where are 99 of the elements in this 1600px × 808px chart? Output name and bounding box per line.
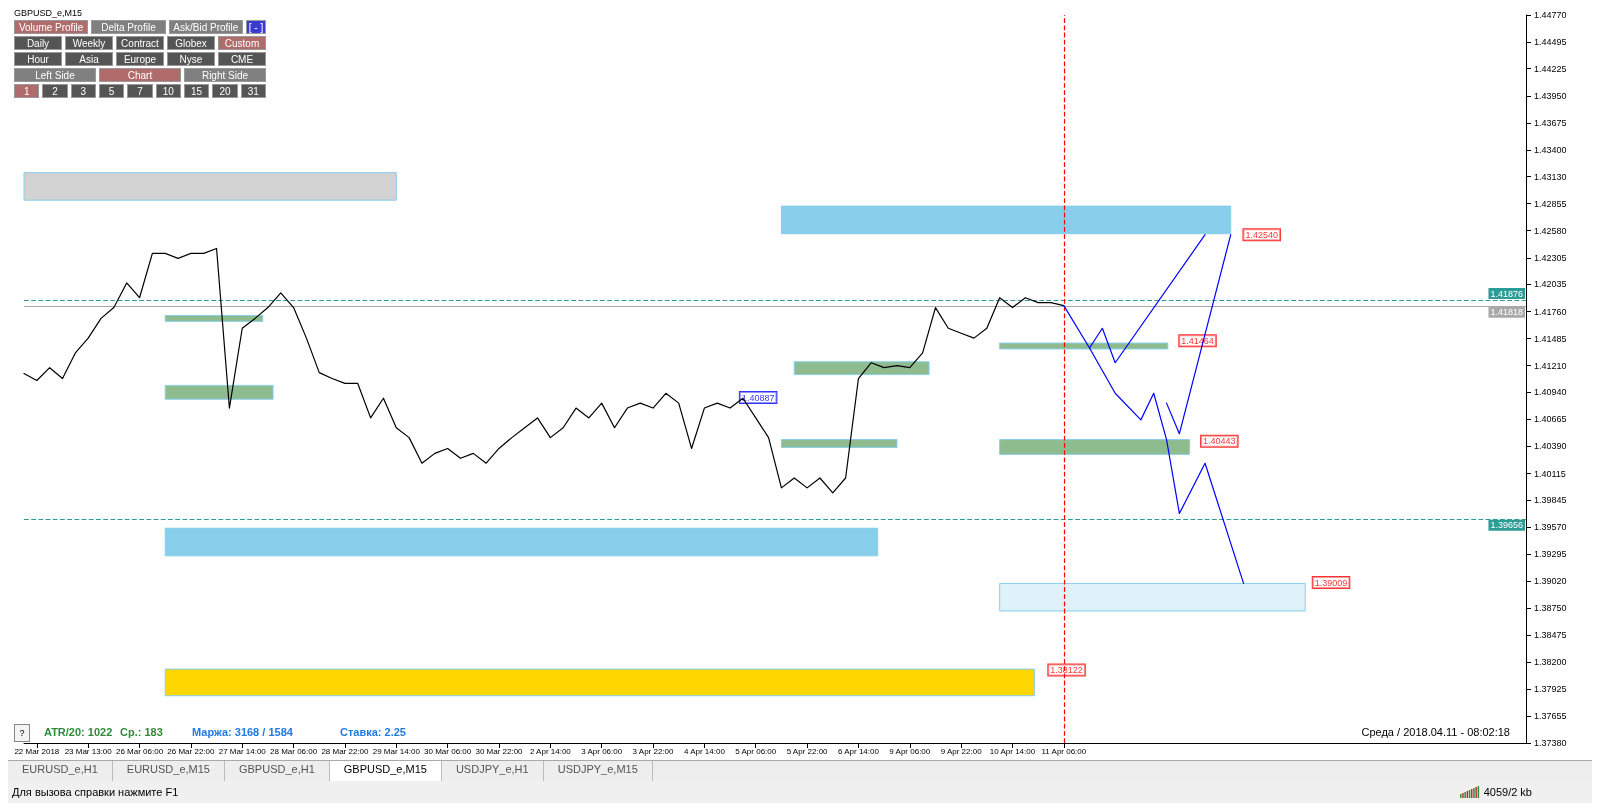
x-tick-label: 10 Apr 14:00 [989, 746, 1036, 756]
x-tick-label: 29 Mar 14:00 [372, 746, 421, 756]
annotation: 5 [98, 84, 125, 98]
y-tick-label: 1.39845 [1534, 495, 1567, 506]
annotation: 1.40443 [1203, 436, 1236, 447]
y-tick-label: 1.41485 [1534, 333, 1567, 344]
y-tick-label: 1.43130 [1534, 171, 1567, 182]
annotation: Custom [218, 36, 266, 50]
x-tick-label: 30 Mar 06:00 [424, 746, 472, 756]
x-tick-label: 28 Mar 22:00 [321, 746, 370, 756]
y-tick-label: 1.43675 [1534, 117, 1567, 128]
annotation: Ask/Bid Profile [168, 20, 243, 34]
annotation: 3 [70, 84, 96, 98]
annotation: Среда / 2018.04.11 - 08:02:18 [1361, 726, 1510, 738]
annotation: ATR/20: 1022 [44, 726, 113, 738]
x-tick-label: 9 Apr 22:00 [940, 746, 983, 756]
y-tick-label: 1.37655 [1534, 710, 1567, 721]
annotation: Asia [65, 52, 113, 66]
y-tick-label: 1.42855 [1534, 198, 1567, 209]
y-tick-label: 1.44225 [1534, 63, 1567, 74]
x-tick-label: 3 Apr 06:00 [581, 746, 623, 756]
y-tick-label: 1.39020 [1534, 576, 1567, 587]
x-tick-label: 4 Apr 14:00 [683, 746, 726, 756]
y-tick-label: 1.44495 [1534, 37, 1567, 48]
annotation: Right Side [184, 68, 266, 82]
chart-title: GBPUSD_e,M15 [14, 8, 83, 18]
text: USDJPY_e,H1 [441, 761, 544, 781]
annotation: 20 [212, 84, 238, 98]
x-tick-label: 23 Mar 13:00 [64, 746, 113, 756]
annotation: Ставка: 2.25 [340, 726, 406, 738]
text: USDJPY_e,M15 [543, 761, 653, 781]
annotation: Chart [99, 68, 181, 82]
y-tick-label: 1.38750 [1534, 603, 1567, 614]
text: EURUSD_e,H1 [8, 761, 113, 781]
y-tick-label: 1.37925 [1534, 684, 1567, 695]
x-tick-label: 22 Mar 2018 [14, 746, 60, 756]
y-tick-label: 1.38200 [1534, 657, 1567, 668]
annotation: Europe [116, 52, 164, 66]
annotation: 10 [155, 84, 181, 98]
y-tick-label: 1.41760 [1534, 306, 1567, 317]
annotation: Hour [14, 52, 62, 66]
annotation: Volume Profile [14, 20, 89, 34]
x-tick-label: 6 Apr 14:00 [837, 746, 880, 756]
annotation: Globex [167, 36, 215, 50]
y-tick-label: 1.39570 [1534, 522, 1567, 533]
x-tick-label: 5 Apr 22:00 [786, 746, 829, 756]
annotation: Daily [14, 36, 62, 50]
ref-line-label: 1.41876 [1490, 288, 1523, 299]
x-tick-label: 5 Apr 06:00 [735, 746, 777, 756]
annotation: Delta Profile [91, 20, 166, 34]
x-tick-label: 2 Apr 14:00 [529, 746, 572, 756]
annotation: CME [218, 52, 266, 66]
text: EURUSD_e,M15 [112, 761, 225, 781]
annotation: 1.40887 [741, 392, 775, 403]
annotation: Ср.: 183 [120, 726, 163, 738]
y-tick-label: 1.39295 [1534, 549, 1567, 560]
text: GBPUSD_e,H1 [224, 761, 330, 781]
y-tick-label: 1.38475 [1534, 630, 1567, 641]
y-tick-label: 1.42035 [1534, 279, 1567, 290]
y-tick-label: 1.42305 [1534, 252, 1567, 263]
x-tick-label: 27 Mar 14:00 [218, 746, 267, 756]
annotation: 7 [127, 84, 153, 98]
ref-line-label: 1.41818 [1490, 307, 1523, 318]
line-series [23, 247, 1065, 494]
y-tick-label: 1.37380 [1534, 738, 1567, 748]
annotation: 15 [183, 84, 210, 98]
annotation: Left Side [14, 68, 96, 82]
x-tick-label: 26 Mar 22:00 [167, 746, 216, 756]
annotation: 2 [42, 84, 68, 98]
y-tick-label: 1.40390 [1534, 441, 1567, 452]
text: 4059/2 kb [1483, 786, 1532, 798]
annotation: Weekly [65, 36, 113, 50]
y-tick-label: 1.40665 [1534, 414, 1567, 425]
y-tick-label: 1.44770 [1534, 10, 1567, 20]
x-tick-label: 9 Apr 06:00 [889, 746, 931, 756]
x-tick-label: 11 Apr 06:00 [1041, 746, 1087, 756]
y-tick-label: 1.43950 [1534, 90, 1567, 101]
x-tick-label: 3 Apr 22:00 [632, 746, 675, 756]
y-tick-label: 1.40115 [1534, 468, 1566, 479]
annotation: ? [14, 724, 30, 742]
annotation: [ - ] [245, 20, 266, 34]
x-tick-label: 26 Mar 06:00 [115, 746, 164, 756]
text: GBPUSD_e,M15 [329, 761, 442, 781]
x-tick-label: 28 Mar 06:00 [270, 746, 318, 756]
y-tick-label: 1.40940 [1534, 387, 1567, 398]
y-tick-label: 1.41210 [1534, 360, 1567, 371]
text: Для вызова справки нажмите F1 [12, 786, 179, 798]
annotation: 1.38122 [1050, 664, 1083, 675]
annotation: Маржа: 3168 / 1584 [192, 726, 293, 738]
x-tick-label: 30 Mar 22:00 [475, 746, 524, 756]
annotation: 1 [14, 84, 40, 98]
annotation: Contract [116, 36, 164, 50]
annotation: Nyse [167, 52, 215, 66]
annotation: 1.42540 [1245, 229, 1278, 240]
y-tick-label: 1.42580 [1534, 225, 1567, 236]
annotation: 1.39009 [1314, 577, 1348, 588]
annotation: 31 [240, 84, 266, 98]
y-tick-label: 1.43400 [1534, 144, 1567, 155]
ref-line-label: 1.39656 [1490, 520, 1523, 531]
